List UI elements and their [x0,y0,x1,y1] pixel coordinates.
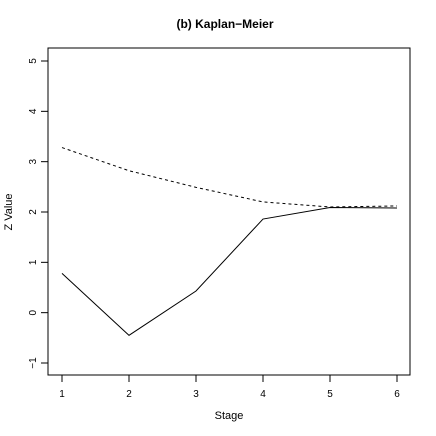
x-tick-label: 5 [327,389,333,400]
y-axis: −1 0 1 2 3 4 5 [28,58,49,369]
y-tick-label: 3 [28,158,39,164]
y-tick-label: 1 [28,259,39,265]
x-tick-label: 1 [59,389,65,400]
chart-title: (b) Kaplan−Meier [176,17,273,31]
y-tick-label: 4 [28,108,39,114]
x-axis-label: Stage [215,410,244,422]
plot-frame [47,47,411,376]
y-tick-label: −1 [28,357,39,369]
x-tick-label: 4 [260,389,266,400]
series-line-dashed [61,147,398,208]
y-tick-label: 2 [28,209,39,215]
x-tick-label: 3 [193,389,199,400]
y-axis-label: Z Value [3,193,15,230]
x-axis: 1 2 3 4 5 6 [59,374,400,400]
y-tick-label: 5 [28,58,39,64]
y-tick-label: 0 [28,309,39,315]
x-tick-label: 6 [394,389,400,400]
series-layer [61,147,398,336]
series-line-solid [61,206,398,336]
x-tick-label: 2 [126,389,132,400]
